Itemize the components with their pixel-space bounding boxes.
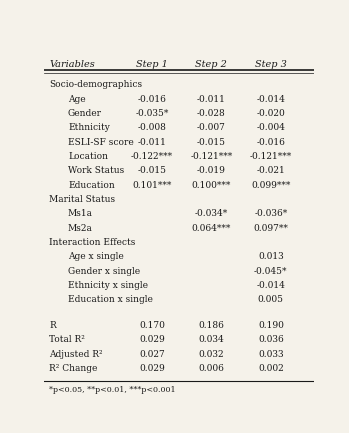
Text: 0.186: 0.186	[198, 321, 224, 330]
Text: 0.101***: 0.101***	[132, 181, 171, 190]
Text: R² Change: R² Change	[49, 364, 97, 373]
Text: 0.190: 0.190	[258, 321, 284, 330]
Text: -0.011: -0.011	[197, 94, 226, 103]
Text: -0.014: -0.014	[257, 94, 285, 103]
Text: 0.027: 0.027	[139, 350, 165, 359]
Text: -0.035*: -0.035*	[135, 109, 169, 118]
Text: 0.029: 0.029	[139, 336, 165, 344]
Text: -0.028: -0.028	[197, 109, 226, 118]
Text: Total R²: Total R²	[49, 336, 85, 344]
Text: -0.036*: -0.036*	[254, 209, 288, 218]
Text: Ethnicity: Ethnicity	[68, 123, 110, 132]
Text: 0.033: 0.033	[258, 350, 284, 359]
Text: Education: Education	[68, 181, 115, 190]
Text: Age: Age	[68, 94, 86, 103]
Text: -0.011: -0.011	[138, 138, 166, 146]
Text: 0.100***: 0.100***	[192, 181, 231, 190]
Text: 0.099***: 0.099***	[251, 181, 290, 190]
Text: Step 1: Step 1	[136, 60, 168, 69]
Text: Ms2a: Ms2a	[68, 223, 93, 233]
Text: 0.005: 0.005	[258, 295, 284, 304]
Text: Ms1a: Ms1a	[68, 209, 93, 218]
Text: Education x single: Education x single	[68, 295, 153, 304]
Text: Interaction Effects: Interaction Effects	[49, 238, 135, 247]
Text: -0.122***: -0.122***	[131, 152, 173, 161]
Text: 0.170: 0.170	[139, 321, 165, 330]
Text: -0.019: -0.019	[197, 166, 226, 175]
Text: Gender: Gender	[68, 109, 102, 118]
Text: *p<0.05, **p<0.01, ***p<0.001: *p<0.05, **p<0.01, ***p<0.001	[49, 386, 176, 394]
Text: -0.016: -0.016	[138, 94, 166, 103]
Text: ESLI-SF score: ESLI-SF score	[68, 138, 134, 146]
Text: -0.007: -0.007	[197, 123, 226, 132]
Text: R: R	[49, 321, 56, 330]
Text: 0.032: 0.032	[199, 350, 224, 359]
Text: Age x single: Age x single	[68, 252, 124, 261]
Text: 0.064***: 0.064***	[192, 223, 231, 233]
Text: Gender x single: Gender x single	[68, 267, 140, 275]
Text: Step 3: Step 3	[255, 60, 287, 69]
Text: 0.013: 0.013	[258, 252, 284, 261]
Text: 0.034: 0.034	[199, 336, 224, 344]
Text: Work Status: Work Status	[68, 166, 124, 175]
Text: -0.015: -0.015	[137, 166, 166, 175]
Text: -0.021: -0.021	[257, 166, 285, 175]
Text: -0.045*: -0.045*	[254, 267, 288, 275]
Text: 0.097**: 0.097**	[253, 223, 288, 233]
Text: 0.002: 0.002	[258, 364, 284, 373]
Text: -0.020: -0.020	[257, 109, 285, 118]
Text: -0.016: -0.016	[257, 138, 285, 146]
Text: 0.029: 0.029	[139, 364, 165, 373]
Text: -0.008: -0.008	[138, 123, 166, 132]
Text: -0.121***: -0.121***	[190, 152, 232, 161]
Text: -0.004: -0.004	[257, 123, 285, 132]
Text: -0.014: -0.014	[257, 281, 285, 290]
Text: Ethnicity x single: Ethnicity x single	[68, 281, 148, 290]
Text: -0.034*: -0.034*	[195, 209, 228, 218]
Text: -0.121***: -0.121***	[250, 152, 292, 161]
Text: Adjusted R²: Adjusted R²	[49, 350, 103, 359]
Text: Location: Location	[68, 152, 108, 161]
Text: -0.015: -0.015	[197, 138, 226, 146]
Text: Marital Status: Marital Status	[49, 195, 115, 204]
Text: 0.006: 0.006	[198, 364, 224, 373]
Text: 0.036: 0.036	[258, 336, 284, 344]
Text: Variables: Variables	[49, 60, 95, 69]
Text: Step 2: Step 2	[195, 60, 227, 69]
Text: Socio-demographics: Socio-demographics	[49, 80, 142, 89]
